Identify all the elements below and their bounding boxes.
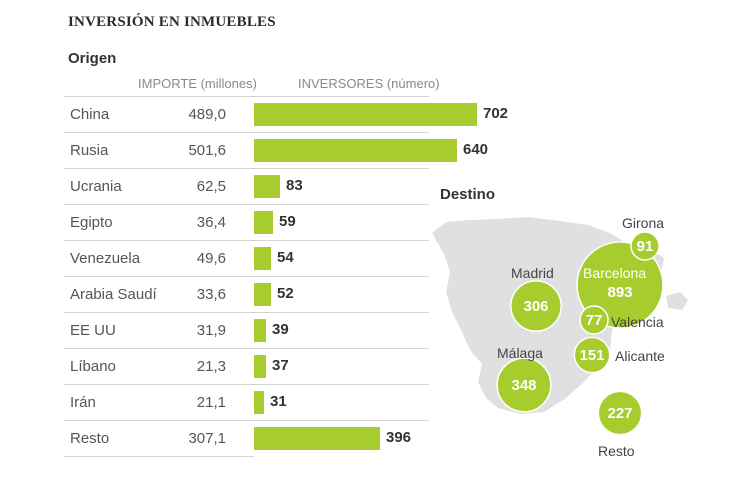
inversores-bar <box>254 211 273 234</box>
destination-value-label: 306 <box>523 298 548 315</box>
importe-value: 36,4 <box>196 214 226 231</box>
country-label: Ucrania <box>70 178 122 195</box>
destination-bubble <box>630 231 660 261</box>
destination-bubble <box>573 336 611 374</box>
destination-value-label: 91 <box>637 238 654 255</box>
destino-label: Destino <box>440 186 496 203</box>
inversores-value-label: 39 <box>272 321 289 338</box>
importe-value: 49,6 <box>196 250 226 267</box>
destination-bubble <box>579 305 609 335</box>
destination-value-label: 77 <box>586 312 603 329</box>
inversores-value-label: 83 <box>286 177 303 194</box>
importe-value: 501,6 <box>188 142 226 159</box>
table-row: Líbano 21,3 <box>64 348 429 385</box>
table-row: Arabia Saudí 33,6 <box>64 276 429 313</box>
country-label: Irán <box>70 394 96 411</box>
inversores-bar <box>254 319 266 342</box>
inversores-value-label: 702 <box>483 105 509 122</box>
inversores-bar <box>254 283 271 306</box>
inversores-value-label: 52 <box>277 285 294 302</box>
destination-value-label: 227 <box>607 405 632 422</box>
chart-title: INVERSIÓN EN INMUEBLES <box>68 14 276 30</box>
inversores-value-label: 396 <box>386 429 412 446</box>
table-row: China 489,0 <box>64 96 429 133</box>
destination-city-label: Málaga <box>497 345 543 361</box>
importe-value: 489,0 <box>188 106 226 123</box>
table-row: Egipto 36,4 <box>64 204 429 241</box>
destination-value-label: 893 <box>607 284 632 301</box>
table-row: EE UU 31,9 <box>64 312 429 349</box>
inversores-bar <box>254 427 380 450</box>
table-row: Resto 307,1 <box>64 420 429 457</box>
table-row: Ucrania 62,5 <box>64 168 429 205</box>
inversores-value-label: 37 <box>272 357 289 374</box>
destination-city-label: Valencia <box>611 314 664 330</box>
destination-city-label: Girona <box>622 215 664 231</box>
inversores-column-header: INVERSORES (número) <box>298 76 440 91</box>
origin-subtitle: Origen <box>68 50 117 67</box>
country-label: Venezuela <box>70 250 141 267</box>
inversores-bar <box>254 391 264 414</box>
destination-value-label: 151 <box>579 347 604 364</box>
destination-city-label: Resto <box>598 443 635 459</box>
importe-column-header: IMPORTE (millones) <box>138 76 257 91</box>
destination-city-label: Barcelona <box>583 265 646 281</box>
mallorca-shape <box>666 292 688 310</box>
importe-value: 33,6 <box>196 286 226 303</box>
country-label: Egipto <box>70 214 113 231</box>
table-row: Venezuela 49,6 <box>64 240 429 277</box>
inversores-value-label: 31 <box>270 393 287 410</box>
country-label: EE UU <box>70 322 116 339</box>
importe-value: 307,1 <box>188 430 226 447</box>
country-label: Rusia <box>70 142 109 159</box>
table-row: Rusia 501,6 <box>64 132 429 169</box>
country-label: Líbano <box>70 358 116 375</box>
table-row: Irán 21,1 <box>64 384 429 421</box>
table-bottom-rule <box>64 456 254 457</box>
inversores-value-label: 640 <box>463 141 489 158</box>
inversores-value-label: 59 <box>279 213 296 230</box>
country-label: Resto <box>70 430 110 447</box>
inversores-value-label: 54 <box>277 249 294 266</box>
importe-value: 31,9 <box>196 322 226 339</box>
importe-value: 21,3 <box>196 358 226 375</box>
destination-bubble <box>496 357 552 413</box>
inversores-bar <box>254 103 477 126</box>
importe-value: 21,1 <box>196 394 226 411</box>
importe-value: 62,5 <box>196 178 226 195</box>
destination-city-label: Alicante <box>615 348 665 364</box>
inversores-bar <box>254 175 280 198</box>
destination-bubble <box>510 280 562 332</box>
country-label: Arabia Saudí <box>70 286 157 303</box>
country-label: China <box>70 106 110 123</box>
destination-value-label: 348 <box>511 377 536 394</box>
inversores-bar <box>254 139 457 162</box>
destination-city-label: Madrid <box>511 265 554 281</box>
destination-bubble <box>597 390 643 436</box>
inversores-bar <box>254 355 266 378</box>
inversores-bar <box>254 247 271 270</box>
